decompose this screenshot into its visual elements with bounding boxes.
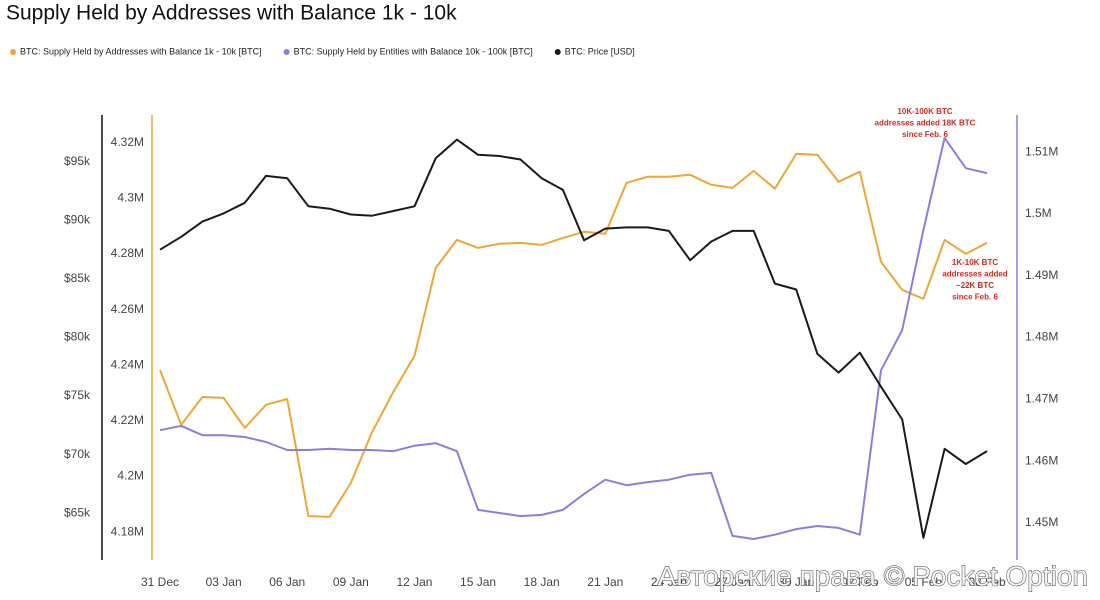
chart-title: Supply Held by Addresses with Balance 1k… (6, 2, 457, 25)
y-tick-label: $90k (64, 213, 91, 227)
annotation: addresses added (942, 270, 1007, 279)
annotation: ~22K BTC (956, 281, 994, 290)
x-tick-label: 02 Feb (841, 575, 879, 589)
annotation: addresses added 18K BTC (875, 119, 976, 128)
annotation: since Feb. 6 (902, 130, 948, 139)
watermark: Авторские права © Pocket Option (658, 560, 1088, 591)
annotation: 1K-10K BTC (952, 258, 998, 267)
y-tick-label: 4.22M (111, 413, 144, 427)
legend-dot (10, 49, 16, 55)
x-tick-label: 30 Jan (778, 575, 814, 589)
x-tick-label: 18 Jan (524, 575, 560, 589)
x-tick-label: 24 Jan (651, 575, 687, 589)
x-tick-label: 27 Jan (715, 575, 751, 589)
y-tick-label: 4.28M (111, 246, 144, 260)
x-tick-label: 05 Feb (905, 575, 943, 589)
x-tick-label: 12 Jan (396, 575, 432, 589)
legend-label: BTC: Supply Held by Addresses with Balan… (20, 46, 262, 56)
x-tick-label: 15 Jan (460, 575, 496, 589)
x-tick-label: 03 Jan (206, 575, 242, 589)
y-tick-label: $95k (64, 154, 91, 168)
annotation: 10K-100K BTC (897, 107, 952, 116)
series-line (159, 136, 988, 540)
y-tick-label: 1.49M (1025, 268, 1058, 282)
y-tick-label: 1.51M (1025, 144, 1058, 158)
y-tick-label: 4.26M (111, 302, 144, 316)
y-tick-label: 1.47M (1025, 391, 1058, 405)
y-tick-label: 4.24M (111, 357, 144, 371)
y-tick-label: 4.3M (117, 191, 144, 205)
x-tick-label: 21 Jan (587, 575, 623, 589)
legend-label: BTC: Supply Held by Entities with Balanc… (294, 46, 533, 56)
series-line (159, 152, 988, 518)
y-tick-label: 1.5M (1025, 206, 1052, 220)
legend-label: BTC: Price [USD] (565, 46, 635, 56)
y-tick-label: 1.46M (1025, 453, 1058, 467)
y-tick-label: 1.45M (1025, 515, 1058, 529)
x-tick-label: 31 Dec (141, 575, 179, 589)
y-tick-label: 4.32M (111, 135, 144, 149)
x-tick-label: 06 Jan (269, 575, 305, 589)
y-tick-label: 1.48M (1025, 330, 1058, 344)
series-line (159, 138, 988, 539)
y-tick-label: $75k (64, 388, 91, 402)
y-tick-label: $85k (64, 271, 91, 285)
y-tick-label: $65k (64, 505, 91, 519)
y-tick-label: $70k (64, 447, 91, 461)
y-tick-label: $80k (64, 330, 91, 344)
legend-dot (283, 49, 290, 55)
y-tick-label: 4.18M (111, 524, 144, 538)
x-tick-label: 09 Jan (333, 575, 369, 589)
legend-dot (554, 49, 561, 55)
y-tick-label: 4.2M (117, 469, 144, 483)
annotation: since Feb. 6 (952, 293, 998, 302)
x-tick-label: 08 Feb (968, 575, 1006, 589)
